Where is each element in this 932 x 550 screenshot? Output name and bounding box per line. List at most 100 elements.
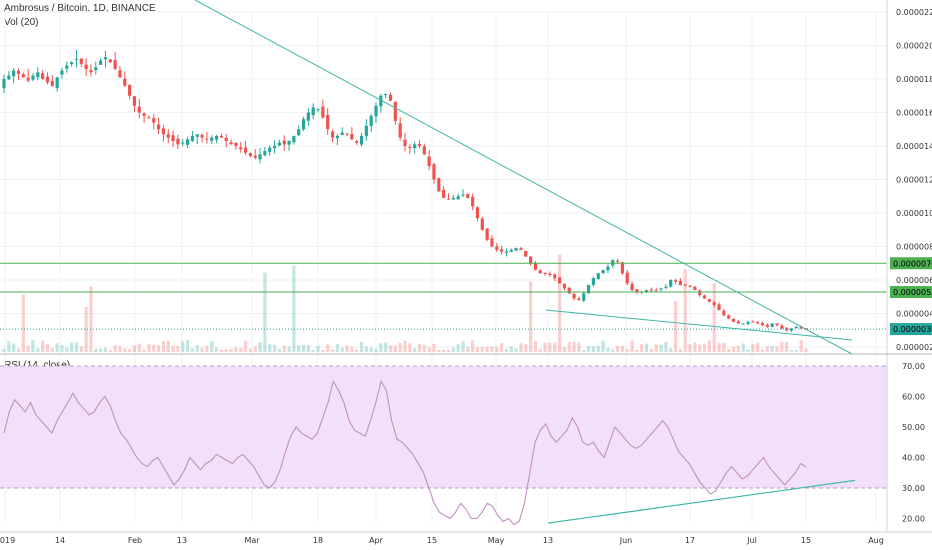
candle-body [21,74,25,78]
volume-bar [118,346,122,352]
candle-body [442,189,446,198]
volume-bar [601,340,605,352]
volume-bar [210,341,214,352]
candle-body [799,326,803,329]
volume-bar [519,343,523,352]
candle-body [635,289,639,292]
volume-bar [751,343,755,352]
time-tick-label: 18 [313,536,323,545]
candle-body [210,137,214,141]
volume-bar [70,342,74,352]
price-tick-label: 0.00001200 [896,176,932,185]
candle-body [644,290,649,293]
candle-body [408,146,412,148]
volume-bar [794,349,798,352]
candle-body [664,286,668,288]
candle-body [161,128,166,135]
volume-bar [437,349,441,352]
candle-body [562,283,567,289]
candle-body [698,290,702,296]
volume-bar [103,347,108,352]
volume-bar [301,344,306,352]
candle-body [485,228,489,240]
price-tick-label: 0.00001400 [896,142,932,151]
candle-body [355,141,359,143]
volume-bar [780,341,784,352]
candle-body [649,289,653,291]
candle-body [403,139,407,146]
volume-bar [611,349,615,352]
candle-body [673,280,678,282]
time-tick-label: 13 [177,536,187,545]
candle-body [195,134,199,137]
candle-body [152,118,156,123]
candle-body [678,281,682,286]
candle-body [384,94,388,96]
candle-body [427,156,431,167]
candle-body [683,284,687,286]
volume-bar [543,342,547,352]
candle-body [509,249,513,252]
candle-body [229,142,233,145]
volume-bar [688,343,692,352]
volume-bar [480,346,484,352]
candle-body [12,70,16,77]
rsi-trendline [547,479,856,524]
time-tick-label: 14 [55,536,65,545]
volume-bar [50,347,54,352]
volume-bar [640,344,644,352]
volume-bar [722,342,726,352]
volume-bar [60,345,64,352]
candle-body [359,135,364,145]
price-label-text: 0.00000700 [893,259,932,268]
candle-body [553,274,557,279]
rsi-pane [0,365,887,526]
candle-body [301,119,306,130]
candle-body [702,295,707,299]
candle-body [26,77,30,81]
candle-body [741,323,745,325]
volume-bar [731,346,736,352]
volume-bar [538,348,542,352]
candle-body [524,250,528,257]
volume-bar [765,346,769,352]
candle-body [205,138,209,140]
candle-body [519,248,523,250]
candle-body [185,139,190,145]
candle-body [55,77,59,89]
volume-bar [330,349,335,352]
candle-body [2,79,6,89]
candle-body [736,321,740,324]
volume-bar [427,347,431,352]
volume-bar [21,294,25,352]
volume-bar [673,300,678,352]
volume-bar [99,348,103,352]
candle-body [132,96,137,106]
candle-body [89,69,93,73]
volume-bar [756,342,760,352]
volume-bar [630,340,634,352]
volume-bar [181,341,185,352]
time-tick-label: 15 [801,536,811,545]
volume-bar [678,348,682,352]
candle-body [717,304,721,311]
candle-body [142,113,146,116]
volume-bar [514,348,518,352]
candle-body [214,135,219,140]
volume-bar [446,349,451,352]
candle-body [413,144,417,149]
volume-bar [142,349,146,352]
chart-title: Ambrosus / Bitcoin, 1D, BINANCE [4,3,156,14]
volume-bar [475,347,480,352]
volume-bar [55,343,59,352]
volume-bar [74,342,79,352]
candle-body [219,135,224,138]
volume-bar [524,344,528,352]
volume-bar [243,340,248,352]
candle-body [693,286,697,291]
volume-bar [712,283,716,352]
candle-body [171,135,175,141]
volume-bar [466,346,470,352]
candle-body [335,135,339,139]
